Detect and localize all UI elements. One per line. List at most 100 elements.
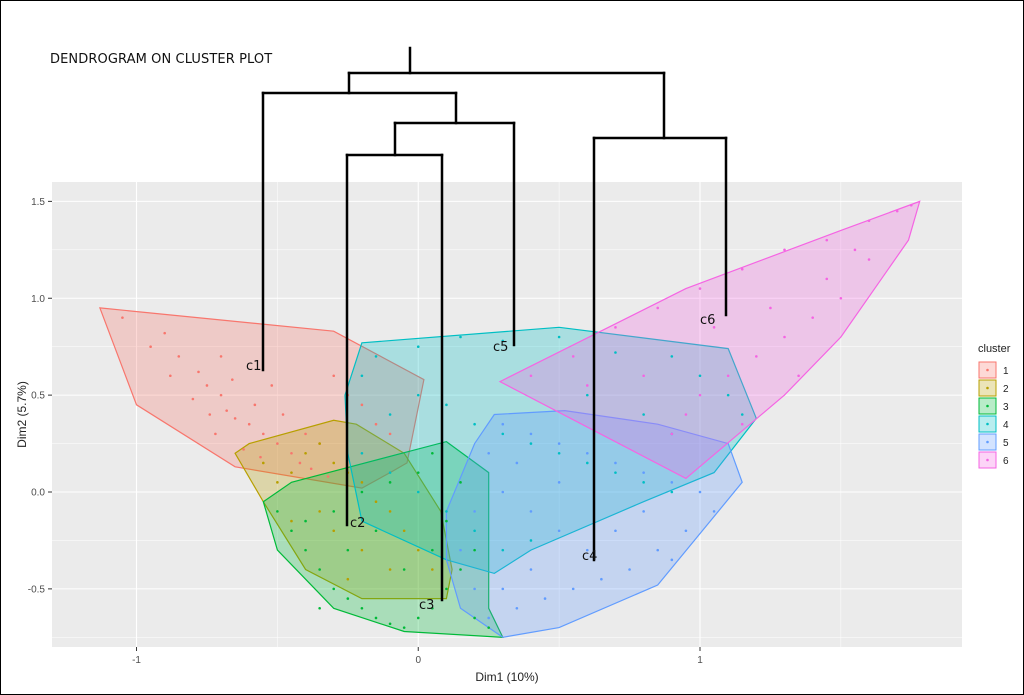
- cluster-6-point: [867, 219, 871, 223]
- cluster-5-point: [600, 577, 603, 581]
- cluster-1-point: [205, 384, 209, 387]
- cluster-3-point: [402, 626, 406, 629]
- cluster-3-point: [431, 451, 434, 455]
- legend-label-2: 2: [1003, 384, 1009, 395]
- cluster-2-point: [290, 519, 293, 523]
- cluster-5-point: [585, 548, 589, 552]
- cluster-6-hull: [498, 200, 921, 480]
- cluster-2-point: [318, 510, 321, 513]
- cluster-4-point: [557, 451, 561, 455]
- cluster-6-point: [698, 287, 702, 290]
- cluster-5-point: [642, 510, 645, 513]
- cluster-6-point: [797, 374, 800, 378]
- annotation-title: DENDROGRAM ON CLUSTER PLOT: [50, 52, 273, 67]
- legend-title: cluster: [978, 343, 1011, 355]
- legend: cluster 1 2 3 4 5 6: [978, 343, 1011, 469]
- cluster-6-point: [839, 296, 843, 300]
- cluster-4-point: [501, 432, 505, 436]
- cluster-5-point: [529, 510, 533, 513]
- cluster-3-point: [431, 548, 434, 552]
- cluster-6-point: [783, 335, 786, 339]
- cluster-5-point: [501, 490, 505, 494]
- cluster-3-point: [332, 510, 336, 513]
- cluster-1-point: [219, 355, 223, 358]
- cluster-3-point: [318, 568, 321, 571]
- cluster-5-point: [473, 510, 476, 513]
- cluster-1-point: [332, 374, 336, 378]
- legend-label-5: 5: [1003, 438, 1009, 449]
- cluster-5-point: [557, 442, 561, 445]
- cluster-4-point: [614, 351, 617, 354]
- cluster-3-point: [459, 568, 462, 571]
- cluster-1-point: [281, 413, 285, 416]
- cluster-1-point: [374, 422, 378, 426]
- cluster-4-point: [529, 539, 533, 542]
- cluster-5-point: [670, 558, 674, 562]
- cluster-3-point: [388, 622, 392, 626]
- cluster-3-point: [487, 626, 490, 629]
- legend-label-1: 1: [1003, 366, 1009, 377]
- cluster-3-point: [374, 529, 378, 533]
- cluster-4-point: [473, 529, 476, 533]
- cluster-5-point: [712, 510, 716, 513]
- cluster-5-point: [656, 548, 660, 552]
- cluster-4-point: [614, 471, 617, 474]
- cluster-2-point: [318, 442, 321, 445]
- cluster-3-point: [459, 481, 462, 484]
- cluster-3-point: [402, 568, 406, 571]
- cluster-1-point: [149, 345, 152, 348]
- cluster-1-point: [225, 409, 228, 412]
- cluster-6-point: [740, 267, 744, 271]
- cluster-3-point: [445, 519, 448, 523]
- cluster-5-point: [515, 606, 519, 610]
- cluster-4-point: [501, 548, 505, 552]
- cluster-6-point: [529, 374, 533, 378]
- cluster-5-point: [515, 461, 519, 465]
- cluster-1-point: [208, 413, 212, 416]
- cluster-1-point: [214, 432, 217, 436]
- cluster-5-point: [501, 422, 505, 426]
- cluster-1-point: [231, 378, 234, 381]
- dendrogram-leaf-label: c3: [419, 598, 434, 613]
- cluster-1-point: [259, 455, 262, 459]
- cluster-6-point: [825, 277, 829, 281]
- cluster-1-point: [388, 432, 392, 436]
- cluster-3-point: [445, 587, 448, 591]
- cluster-1-point: [270, 384, 274, 387]
- cluster-6-point: [740, 422, 744, 426]
- cluster-2-point: [416, 548, 420, 552]
- cluster-2-point: [304, 451, 307, 455]
- cluster-1-point: [219, 393, 223, 397]
- cluster-4-point: [473, 422, 476, 426]
- legend-key-point-4: [986, 422, 989, 426]
- cluster-3-point: [304, 548, 307, 552]
- legend-label-3: 3: [1003, 402, 1009, 413]
- cluster-5-point: [543, 597, 547, 600]
- cluster-4-point: [445, 403, 448, 407]
- cluster-4-point: [416, 490, 420, 494]
- cluster-6-point: [670, 432, 674, 436]
- cluster-2-point: [388, 510, 392, 513]
- dendrogram: c1 c2 c3 c5 c4 c6: [246, 46, 728, 613]
- cluster-1-point: [247, 422, 251, 426]
- cluster-6-point: [755, 355, 758, 358]
- cluster-3-point: [388, 481, 392, 484]
- cluster-1-point: [233, 417, 237, 420]
- cluster-6-point: [614, 326, 617, 329]
- cluster-5-point: [459, 548, 462, 552]
- legend-label-4: 4: [1003, 420, 1009, 431]
- cluster-6-point: [684, 413, 688, 416]
- cluster-4-point: [642, 481, 645, 484]
- cluster-3-point: [346, 548, 350, 552]
- cluster-2-point: [276, 481, 279, 484]
- cluster-4-point: [459, 335, 462, 339]
- cluster-3-point: [374, 616, 378, 620]
- cluster-6-point: [895, 209, 899, 213]
- cluster-2-point: [290, 471, 293, 474]
- x-tick-label: 0: [415, 655, 421, 666]
- cluster-4-point: [501, 339, 505, 343]
- cluster-5-point: [628, 568, 631, 571]
- cluster-2-point: [332, 461, 336, 465]
- cluster-2-point: [360, 481, 364, 484]
